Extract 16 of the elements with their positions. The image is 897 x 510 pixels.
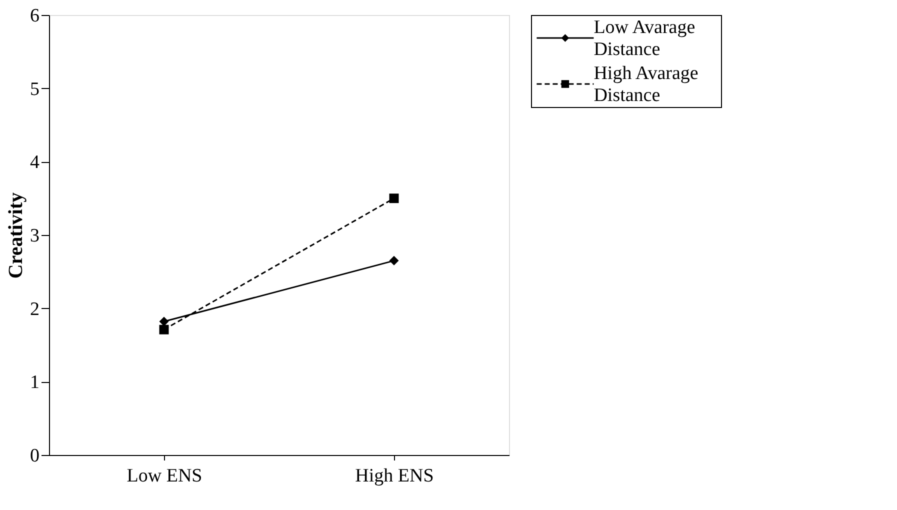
y-tick-label: 6 [30, 6, 40, 26]
y-tick-label: 2 [30, 298, 40, 320]
y-tick-label: 0 [30, 446, 40, 466]
point [389, 256, 399, 266]
point [389, 194, 399, 204]
point [159, 316, 169, 326]
y-tick-label: 1 [30, 372, 40, 394]
legend-label: High Avarage Distance [594, 63, 698, 106]
y-tick-label: 3 [30, 226, 40, 246]
legend-label: Low Avarage Distance [594, 17, 696, 60]
y-tick-label: 4 [30, 152, 40, 174]
x-tick-label: High ENS [355, 466, 434, 486]
point [159, 324, 169, 334]
y-tick-label: 5 [30, 78, 40, 100]
y-axis-title: Creativity [5, 192, 27, 279]
x-tick-label: Low ENS [126, 466, 202, 486]
